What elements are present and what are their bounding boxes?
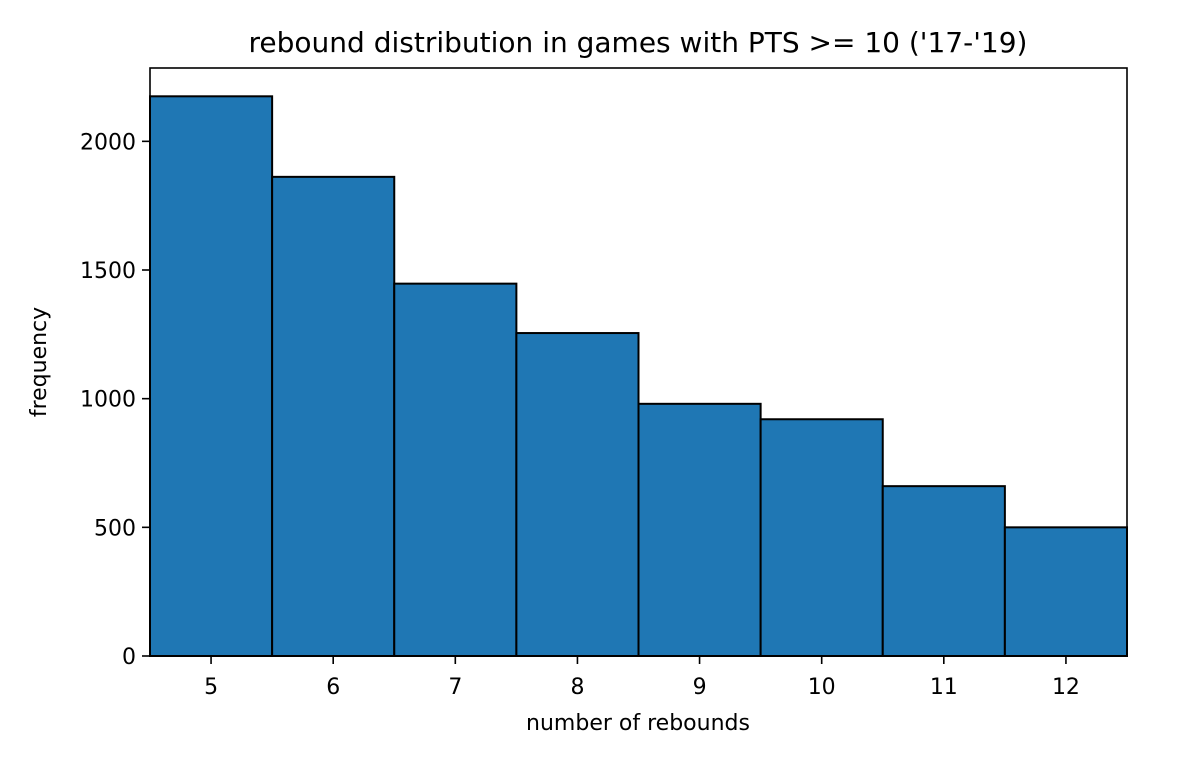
bars-group xyxy=(149,95,1128,658)
x-tick-label: 9 xyxy=(693,675,707,700)
bar-9 xyxy=(637,402,762,657)
plot-frame xyxy=(149,67,1128,657)
x-tick-label: 8 xyxy=(570,675,584,700)
bar-5 xyxy=(149,95,274,658)
y-axis-ticks: 0 500 1000 1500 2000 xyxy=(80,130,150,670)
x-tick-label: 6 xyxy=(326,675,340,700)
x-axis-label: number of rebounds xyxy=(526,711,750,736)
x-tick-label: 10 xyxy=(808,675,836,700)
x-tick-label: 5 xyxy=(204,675,218,700)
x-axis-ticks: 5 6 7 8 9 10 11 12 xyxy=(204,656,1080,700)
y-tick-label: 1500 xyxy=(80,259,136,284)
bar-6 xyxy=(271,175,396,657)
y-tick-label: 0 xyxy=(122,645,136,670)
bar-7 xyxy=(393,282,518,657)
y-tick-label: 500 xyxy=(94,516,136,541)
bar-11 xyxy=(881,485,1006,657)
bar-8 xyxy=(515,332,640,657)
bar-10 xyxy=(759,418,884,657)
bar-12 xyxy=(1003,526,1128,657)
x-tick-label: 11 xyxy=(930,675,958,700)
y-tick-label: 2000 xyxy=(80,130,136,155)
y-axis-label: frequency xyxy=(27,307,52,417)
chart-title: rebound distribution in games with PTS >… xyxy=(249,26,1028,59)
y-tick-label: 1000 xyxy=(80,388,136,413)
x-tick-label: 7 xyxy=(448,675,462,700)
x-tick-label: 12 xyxy=(1052,675,1080,700)
